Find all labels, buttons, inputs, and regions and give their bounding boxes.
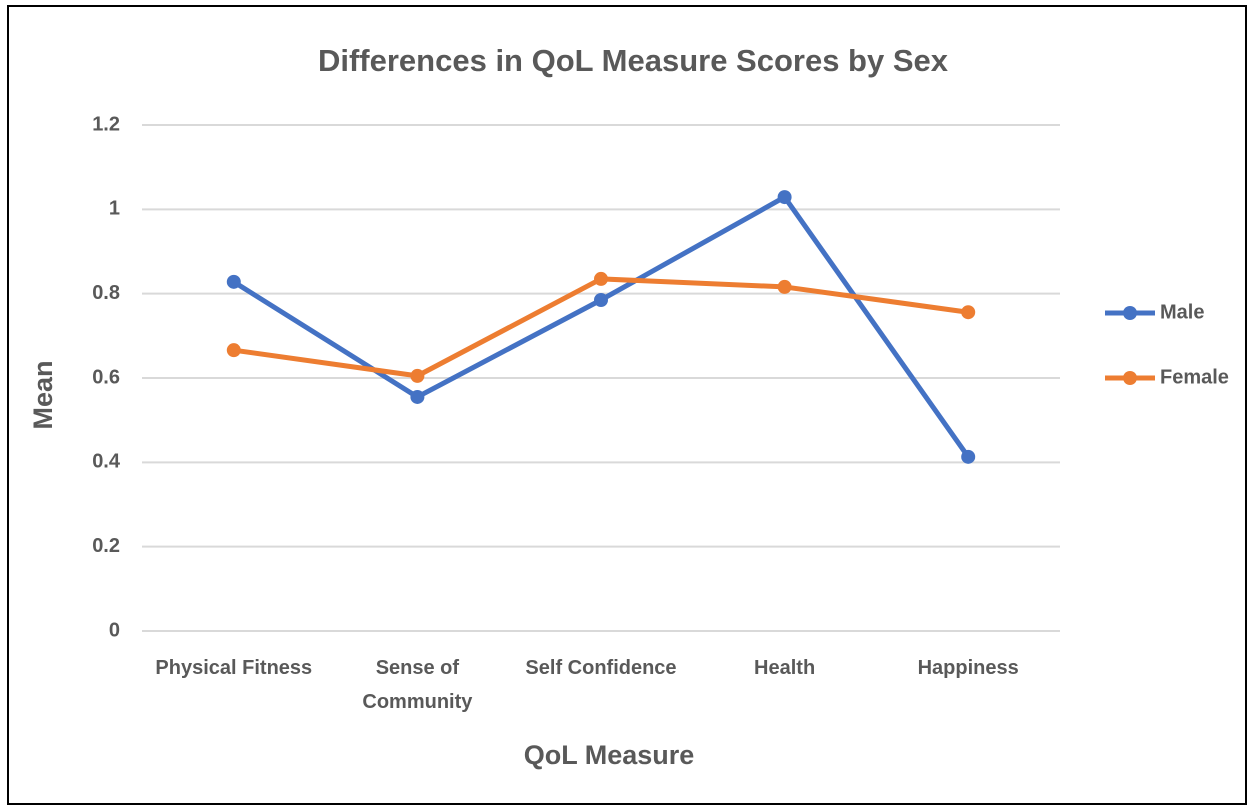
y-tick-label: 0.8 — [92, 282, 120, 304]
point — [226, 274, 241, 289]
frame — [7, 5, 1247, 805]
y-tick-label: 1 — [109, 198, 120, 220]
x-tick-label: Self Confidence — [525, 657, 677, 679]
point — [961, 449, 976, 464]
x-tick-label: Health — [754, 657, 816, 679]
legend-label: Male — [1160, 301, 1204, 323]
point — [961, 305, 976, 320]
point — [410, 389, 425, 404]
point — [410, 368, 425, 383]
legend-marker — [1123, 371, 1137, 385]
y-tick-label: 0.6 — [92, 366, 120, 388]
x-axis-label: QoL Measure — [524, 740, 695, 770]
y-axis-label: Mean — [28, 360, 58, 429]
point — [777, 279, 792, 294]
point — [777, 190, 792, 205]
y-tick-label: 1.2 — [92, 113, 120, 135]
y-tick-label: 0 — [109, 619, 120, 641]
x-tick-label: Physical Fitness — [155, 657, 313, 679]
x-tick-label: Sense of Community — [362, 657, 473, 713]
y-tick-label: 0.4 — [92, 451, 121, 473]
point — [226, 343, 241, 358]
point — [594, 292, 608, 307]
chart-title: Differences in QoL Measure Scores by Sex — [318, 43, 949, 78]
y-tick-label: 0.2 — [92, 535, 120, 557]
point — [594, 271, 608, 286]
legend-label: Female — [1160, 366, 1229, 388]
x-tick-label: Happiness — [917, 657, 1019, 679]
legend-marker — [1123, 306, 1137, 320]
